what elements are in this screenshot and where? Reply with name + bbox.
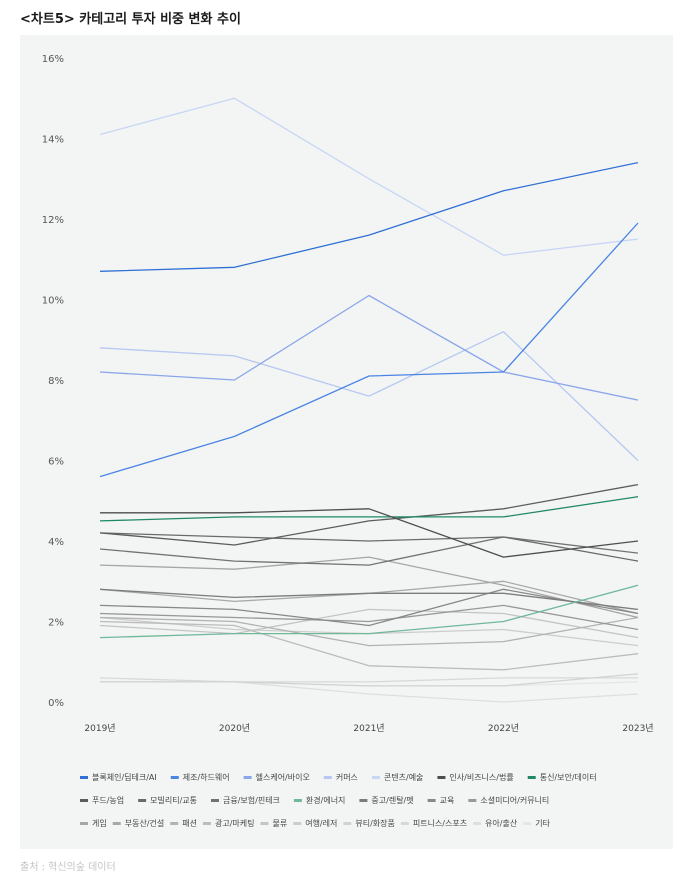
legend-label: 기타 [535, 819, 550, 828]
legend-label: 제조/하드웨어 [183, 772, 230, 782]
y-tick-label: 8% [48, 376, 64, 387]
legend-swatch [323, 776, 332, 779]
legend-label: 소셜미디어/커뮤니티 [480, 795, 549, 805]
x-tick-label: 2019년 [84, 723, 115, 734]
legend-label: 환경/에너지 [306, 795, 346, 805]
series-line [99, 294, 639, 401]
legend-swatch [400, 822, 409, 825]
x-tick-label: 2022년 [488, 723, 519, 734]
legend-label: 유아/출산 [485, 818, 518, 828]
series-line [99, 222, 639, 478]
legend-label: 통신/보안/데이터 [540, 772, 597, 782]
legend-label: 모빌리티/교통 [150, 795, 197, 805]
legend-label: 피트니스/스포츠 [413, 818, 467, 828]
legend-swatch [170, 776, 179, 779]
series-line [99, 496, 639, 522]
legend-label: 뷰티/화장품 [355, 818, 395, 828]
legend-label: 부동산/건설 [125, 818, 165, 828]
series-line [100, 673, 639, 687]
series-line [99, 331, 639, 461]
legend-swatch [202, 822, 211, 825]
legend-label: 패션 [182, 818, 197, 828]
legend-label: 교육 [440, 796, 455, 805]
legend-swatch [473, 822, 482, 825]
series-line [99, 677, 638, 683]
x-tick-label: 2020년 [219, 723, 250, 734]
legend-label: 푸드/농업 [92, 796, 124, 805]
x-axis: 2019년 2020년 2021년 2022년 2023년 [84, 723, 653, 734]
series-line [99, 608, 639, 639]
legend-swatch [468, 799, 477, 802]
y-tick-label: 16% [42, 54, 64, 65]
y-tick-label: 2% [48, 618, 64, 629]
legend-label: 게임 [92, 818, 107, 828]
legend-swatch [523, 822, 532, 825]
y-tick-label: 0% [48, 698, 64, 709]
legend-swatch [343, 822, 352, 825]
legend-label: 블록체인/딥테크/AI [92, 772, 157, 782]
legend-label: 헬스케어/바이오 [256, 772, 310, 782]
source-note: 출처 : 혁신의숲 데이터 [20, 862, 116, 873]
legend-label: 중고/렌탈/펫 [371, 795, 413, 805]
series-line [99, 580, 639, 615]
legend-label: 여행/레저 [305, 818, 337, 828]
x-tick-label: 2021년 [353, 723, 384, 734]
x-tick-label: 2023년 [622, 723, 653, 734]
series-lines [99, 97, 639, 703]
line-chart: 0%2%4%6%8%10%12%14%16% 2019년 2020년 2021년 20… [42, 54, 654, 828]
legend-swatch [138, 799, 147, 802]
series-line [99, 483, 639, 546]
series-line [99, 161, 639, 272]
series-line [99, 588, 639, 627]
legend-swatch [293, 799, 302, 802]
series-line [100, 508, 639, 558]
legend-swatch [371, 776, 380, 779]
series-line [99, 620, 639, 671]
legend-swatch [170, 822, 179, 825]
legend-swatch [437, 776, 446, 779]
legend-label: 금융/보험/핀테크 [223, 796, 280, 805]
series-line [99, 604, 639, 631]
legend-swatch [80, 799, 88, 802]
legend-swatch [211, 799, 219, 802]
series-line [99, 97, 639, 256]
legend-swatch [80, 822, 88, 825]
legend-label: 인사/비즈니스/법률 [449, 772, 513, 782]
legend-swatch [112, 822, 121, 825]
legend-label: 광고/마케팅 [215, 818, 255, 828]
legend-swatch [527, 776, 536, 779]
legend-label: 콘텐츠/예술 [384, 772, 424, 782]
legend-swatch [80, 776, 88, 779]
y-tick-label: 12% [42, 215, 64, 226]
legend-swatch [293, 822, 302, 825]
y-tick-label: 6% [48, 457, 64, 468]
series-line [99, 556, 639, 619]
series-line [99, 536, 639, 566]
y-tick-label: 10% [42, 296, 64, 307]
series-line [99, 584, 639, 639]
y-tick-label: 14% [42, 135, 64, 146]
legend-swatch [243, 776, 252, 779]
y-tick-label: 4% [48, 537, 64, 548]
legend-swatch [260, 822, 269, 825]
legend-swatch [427, 799, 436, 802]
series-line [99, 588, 639, 611]
legend-label: 커머스 [336, 773, 358, 782]
series-line [99, 616, 639, 647]
legend: 블록체인/딥테크/AI 제조/하드웨어 헬스케어/바이오 커머스 콘텐츠/예술 인사/비즈… [80, 772, 597, 828]
legend-swatch [359, 799, 368, 802]
y-axis: 0% 2% 4% 6% 8% 10% 12% 14% 16% [42, 54, 64, 709]
chart-title: <차트5> 카테고리 투자 비중 변화 추이 [20, 12, 241, 27]
legend-label: 물류 [272, 819, 287, 828]
chart-panel: 0% 2% 4% 6% 8% 10% 12% 14% 16% 2019년 2020년 2021년 20… [20, 35, 673, 849]
series-line [99, 532, 639, 562]
